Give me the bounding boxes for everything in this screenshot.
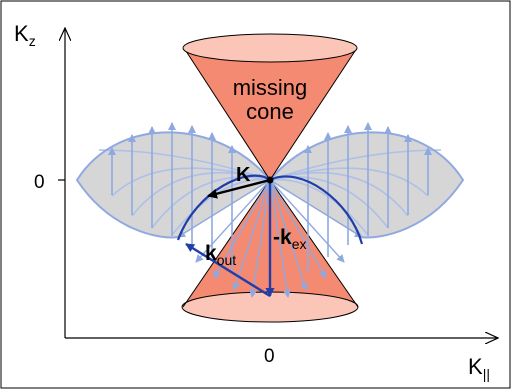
kout-arrow [185, 242, 271, 298]
origin-point [266, 176, 274, 184]
right-radial-arrows [269, 179, 363, 298]
k-vector-arrow [207, 178, 271, 199]
kout-label: kout [205, 242, 236, 268]
horizontal-axis-label: K|| [468, 354, 490, 382]
right-inner-arcs [269, 149, 442, 236]
upper-cone-rim [182, 33, 358, 63]
upper-cone [184, 48, 357, 180]
left-radial-arrows [177, 179, 271, 298]
lower-cone-rim [181, 291, 359, 323]
k-label: K [236, 164, 251, 186]
cone-label-line1: missing [233, 75, 308, 100]
left-lobe-outline [75, 131, 271, 239]
left-gray-lobe [77, 132, 270, 238]
vertical-zero-label: 0 [34, 172, 45, 193]
neg-kex-label: -kex [273, 226, 306, 252]
horizontal-zero-label: 0 [264, 346, 275, 367]
vertical-axis-label: Kz [14, 21, 36, 49]
cone-label-line2: cone [246, 99, 294, 124]
right-lobe-outline [269, 131, 465, 239]
right-gray-lobe [270, 132, 463, 238]
